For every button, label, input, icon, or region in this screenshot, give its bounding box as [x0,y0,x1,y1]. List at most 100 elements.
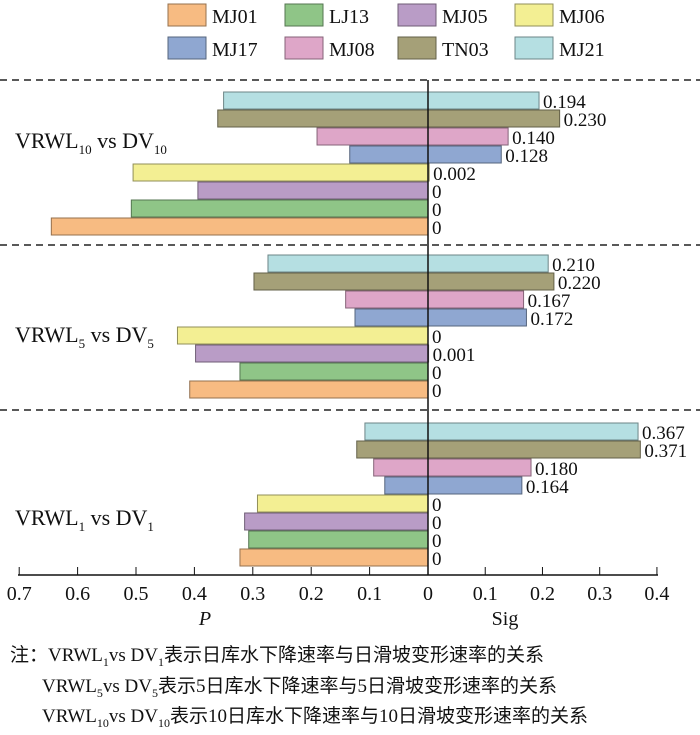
bar-p-MJ17 [354,308,429,327]
sig-label: 0.180 [535,459,578,480]
bar-p-LJ13 [130,199,429,218]
sig-label: 0.164 [526,477,569,498]
bar-sig-MJ08 [427,290,525,309]
bar-p-MJ05 [244,512,429,531]
legend-swatch [167,3,207,27]
sig-label: 0.172 [530,309,573,330]
bar-p-TN03 [356,440,429,459]
legend-label: MJ05 [442,6,488,28]
note-text: 表示10日库水下降速率与10日滑坡变形速率的关系 [169,706,588,727]
note-sub: 5 [151,685,158,700]
sig-label: 0 [432,327,442,348]
sig-label: 0.001 [433,345,476,366]
sig-label: 0.167 [528,291,571,312]
bar-sig-MJ17 [427,308,527,327]
bar-sig-MJ17 [427,145,502,164]
note-sub: 5 [96,685,103,700]
note-term: VRWL [48,645,103,666]
bar-sig-TN03 [427,272,555,291]
sig-label: 0 [432,513,442,534]
bar-p-MJ08 [345,290,429,309]
sig-label: 0.367 [642,423,685,444]
bar-p-MJ06 [256,494,429,513]
bar-p-MJ08 [316,127,429,146]
group-label: VRWL1 vs DV1 [15,505,154,534]
legend-swatch [514,3,554,27]
note-term: VRWL [42,676,97,697]
note-text: 表示日库水下降速率与日滑坡变形速率的关系 [164,645,545,666]
legend-label: MJ01 [212,6,258,28]
note-term: vs DV [108,645,158,666]
x-tick-label: 0.1 [357,583,382,605]
sig-label: 0 [432,381,442,402]
legend-label: MJ06 [559,6,605,28]
bar-p-LJ13 [248,530,429,549]
sig-label: 0.210 [552,255,595,276]
sig-label: 0 [432,218,442,239]
bar-p-MJ05 [197,181,429,200]
bar-sig-MJ17 [427,476,523,495]
sig-label: 0.128 [505,146,548,167]
note-line-3: VRWL10vs DV10表示10日库水下降速率与10日滑坡变形速率的关系 [42,701,588,731]
bar-p-MJ17 [384,476,429,495]
sig-label: 0.220 [558,273,601,294]
sig-label: 0 [432,182,442,203]
legend-label: MJ08 [329,39,375,61]
note-term: vs DV [108,706,158,727]
x-tick-label: 0.3 [240,583,265,605]
note-line-2: VRWL5vs DV5表示5日库水下降速率与5日滑坡变形速率的关系 [42,671,557,701]
x-tick-label: 0.6 [65,583,90,605]
legend-swatch [167,36,207,60]
legend-swatch [397,3,437,27]
sig-label: 0.194 [543,92,586,113]
bar-p-MJ21 [364,422,429,441]
bar-p-MJ17 [349,145,429,164]
x-tick-label: 0.5 [124,583,149,605]
bar-p-TN03 [217,109,429,128]
bar-sig-TN03 [427,440,641,459]
sig-label: 0 [432,549,442,570]
sig-label: 0.140 [512,128,555,149]
left-axis-title: P [198,608,211,630]
right-axis-title: Sig [492,608,519,630]
group-label: VRWL10 vs DV10 [15,128,167,157]
x-tick-label: 0 [423,583,433,605]
legend-label: LJ13 [329,6,369,28]
legend-swatch [284,36,324,60]
bar-sig-TN03 [427,109,561,128]
x-tick-label: 0.1 [473,583,498,605]
bar-p-MJ06 [132,163,429,182]
legend-label: MJ17 [212,39,258,61]
sig-label: 0.002 [433,164,476,185]
bar-sig-MJ08 [427,458,532,477]
bar-p-MJ01 [189,380,429,399]
sig-label: 0.371 [644,441,687,462]
bar-p-MJ01 [239,548,429,567]
note-sub: 10 [157,715,170,730]
bar-p-MJ01 [50,217,429,236]
bar-p-MJ06 [176,326,429,345]
legend-swatch [284,3,324,27]
x-tick-label: 0.7 [7,583,32,605]
x-tick-label: 0.2 [530,583,555,605]
bar-sig-MJ21 [427,422,639,441]
sig-label: 0 [432,200,442,221]
bar-sig-MJ08 [427,127,509,146]
legend-swatch [397,36,437,60]
sig-label: 0.230 [564,110,607,131]
note-sub: 1 [102,654,109,669]
sig-label: 0 [432,531,442,552]
sig-label: 0 [432,363,442,384]
bar-sig-MJ21 [427,91,540,110]
bar-p-MJ21 [267,254,429,273]
x-tick-label: 0.2 [299,583,324,605]
bar-p-MJ08 [373,458,429,477]
x-tick-label: 0.4 [644,583,669,605]
note-term: VRWL [42,706,97,727]
note-term: vs DV [102,676,152,697]
legend-swatch [514,36,554,60]
note-sub: 1 [158,654,164,669]
note-sub: 10 [96,715,109,730]
